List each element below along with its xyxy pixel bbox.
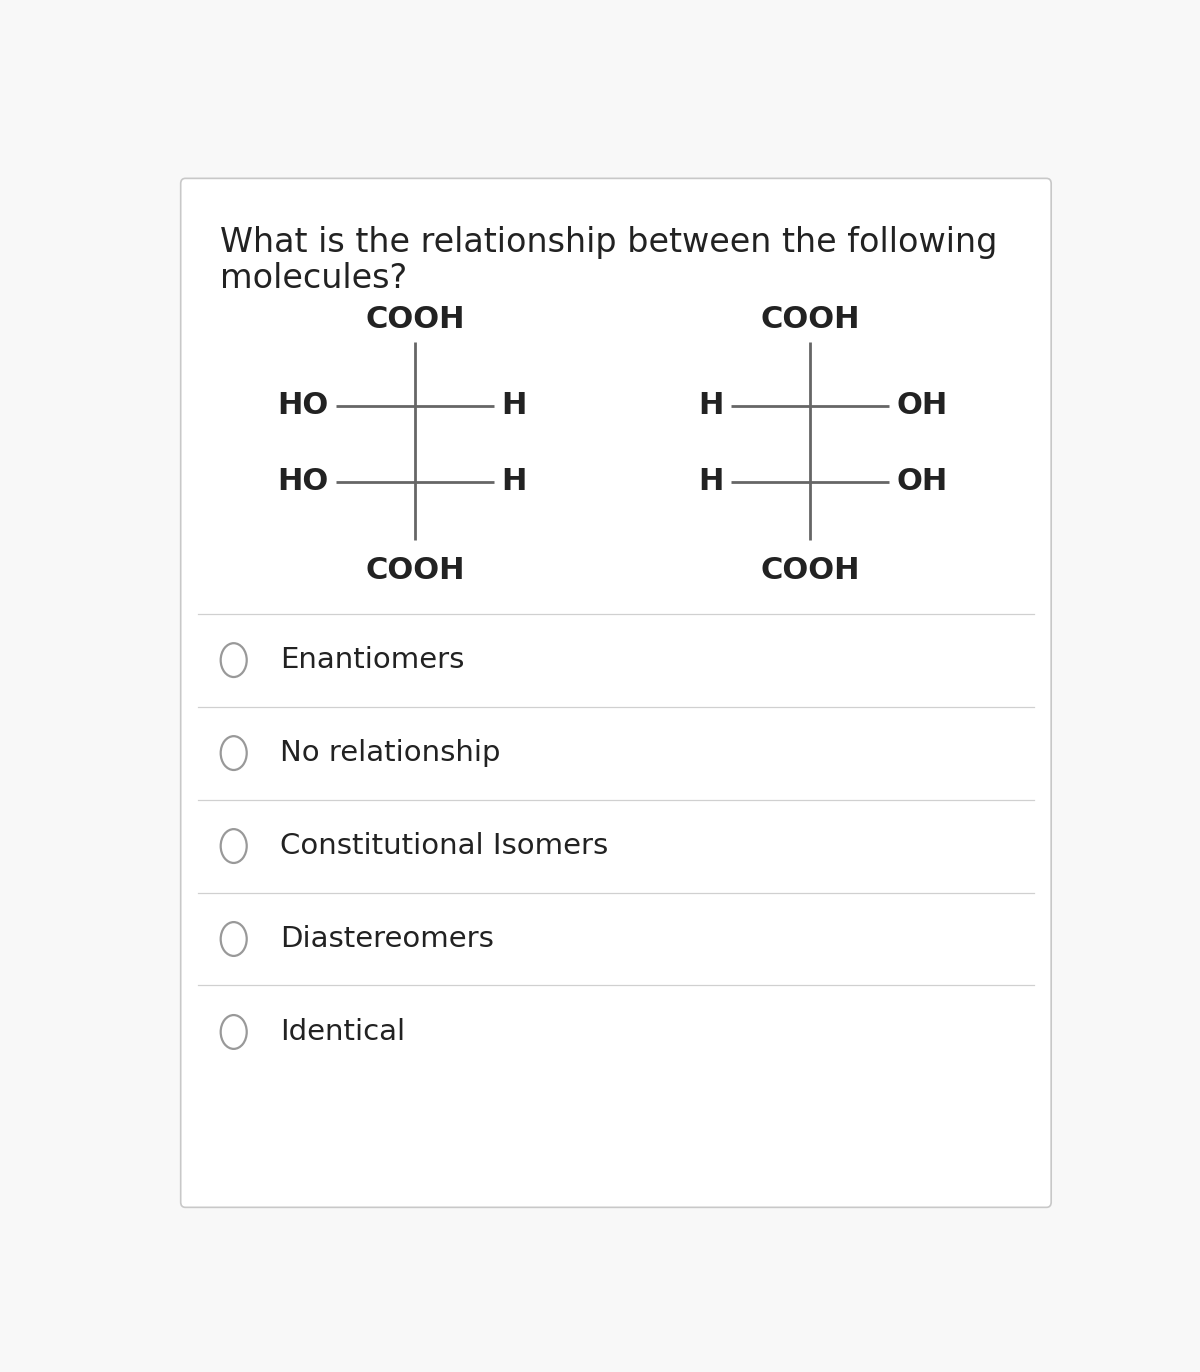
Text: HO: HO — [277, 466, 329, 497]
Text: COOH: COOH — [365, 556, 464, 584]
Text: molecules?: molecules? — [220, 262, 407, 295]
Text: Identical: Identical — [281, 1018, 406, 1045]
Text: No relationship: No relationship — [281, 740, 500, 767]
Text: H: H — [698, 466, 724, 497]
Text: COOH: COOH — [761, 305, 860, 333]
Text: What is the relationship between the following: What is the relationship between the fol… — [220, 226, 997, 259]
Text: Constitutional Isomers: Constitutional Isomers — [281, 831, 608, 860]
Text: COOH: COOH — [761, 556, 860, 584]
FancyBboxPatch shape — [181, 178, 1051, 1207]
Text: H: H — [698, 391, 724, 420]
Text: OH: OH — [896, 391, 948, 420]
Text: H: H — [502, 391, 527, 420]
Text: COOH: COOH — [365, 305, 464, 333]
Text: Enantiomers: Enantiomers — [281, 646, 464, 674]
Text: H: H — [502, 466, 527, 497]
Text: Diastereomers: Diastereomers — [281, 925, 494, 954]
Text: HO: HO — [277, 391, 329, 420]
Text: OH: OH — [896, 466, 948, 497]
